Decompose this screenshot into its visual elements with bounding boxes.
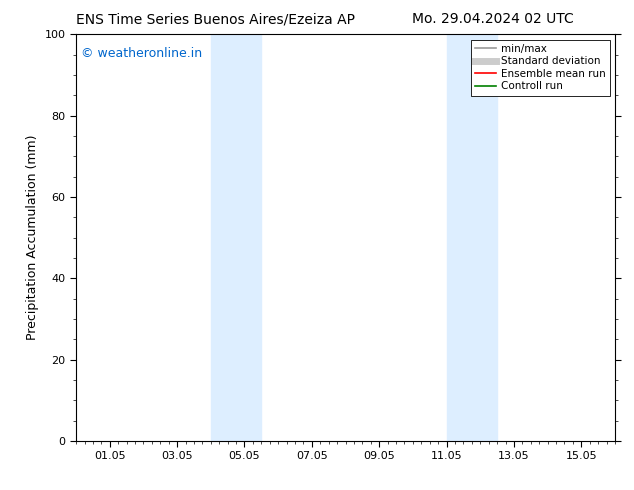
Legend: min/max, Standard deviation, Ensemble mean run, Controll run: min/max, Standard deviation, Ensemble me… <box>470 40 610 96</box>
Text: ENS Time Series Buenos Aires/Ezeiza AP: ENS Time Series Buenos Aires/Ezeiza AP <box>76 12 355 26</box>
Text: Mo. 29.04.2024 02 UTC: Mo. 29.04.2024 02 UTC <box>412 12 574 26</box>
Bar <box>446 34 497 441</box>
Text: © weatheronline.in: © weatheronline.in <box>81 47 203 59</box>
Bar <box>210 34 261 441</box>
Y-axis label: Precipitation Accumulation (mm): Precipitation Accumulation (mm) <box>26 135 39 341</box>
